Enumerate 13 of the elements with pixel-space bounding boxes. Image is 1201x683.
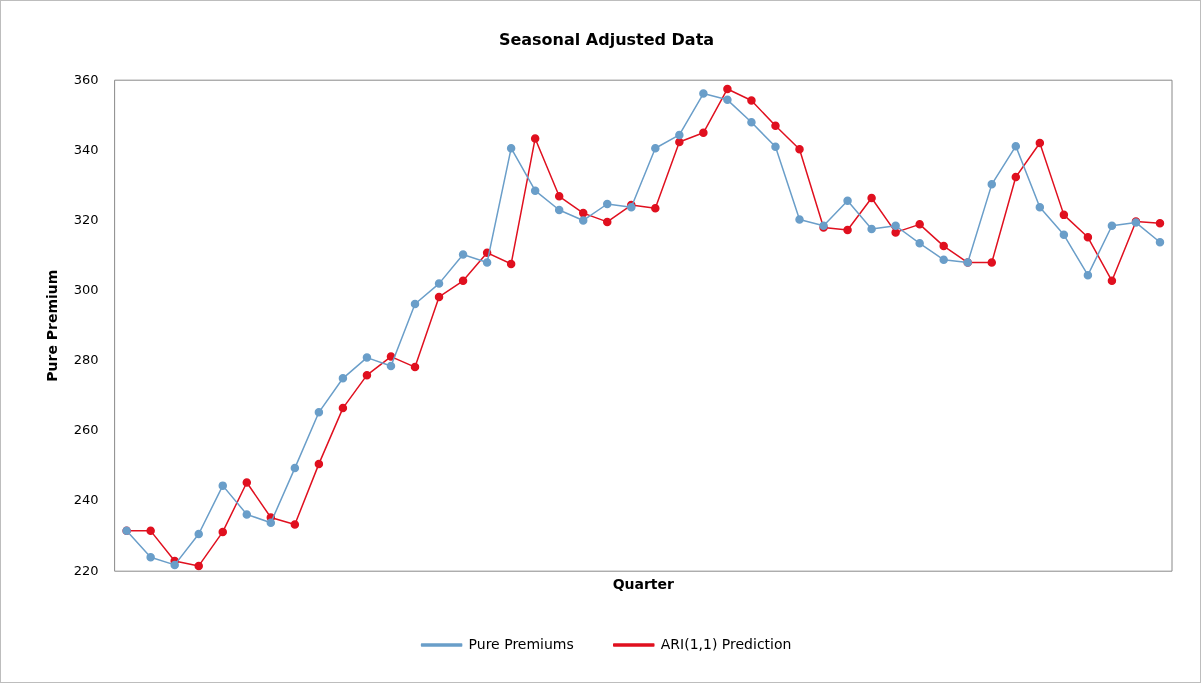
y-tick-label: 360 xyxy=(73,71,99,87)
y-tick-label: 260 xyxy=(73,422,99,438)
y-tick-label: 300 xyxy=(73,282,99,297)
y-tick-label: 320 xyxy=(73,211,99,227)
legend-label: ARI(1,1) Prediction xyxy=(660,635,792,652)
y-axis-title: Pure Premium xyxy=(44,269,61,382)
y-tick-label: 340 xyxy=(73,141,99,157)
y-tick-label: 280 xyxy=(73,352,99,368)
x-axis-title: Quarter xyxy=(612,576,675,593)
y-tick-label: 220 xyxy=(73,562,99,578)
chart-title: Seasonal Adjusted Data xyxy=(498,29,715,49)
y-tick-label: 240 xyxy=(73,492,99,508)
legend-label: Pure Premiums xyxy=(468,635,574,652)
